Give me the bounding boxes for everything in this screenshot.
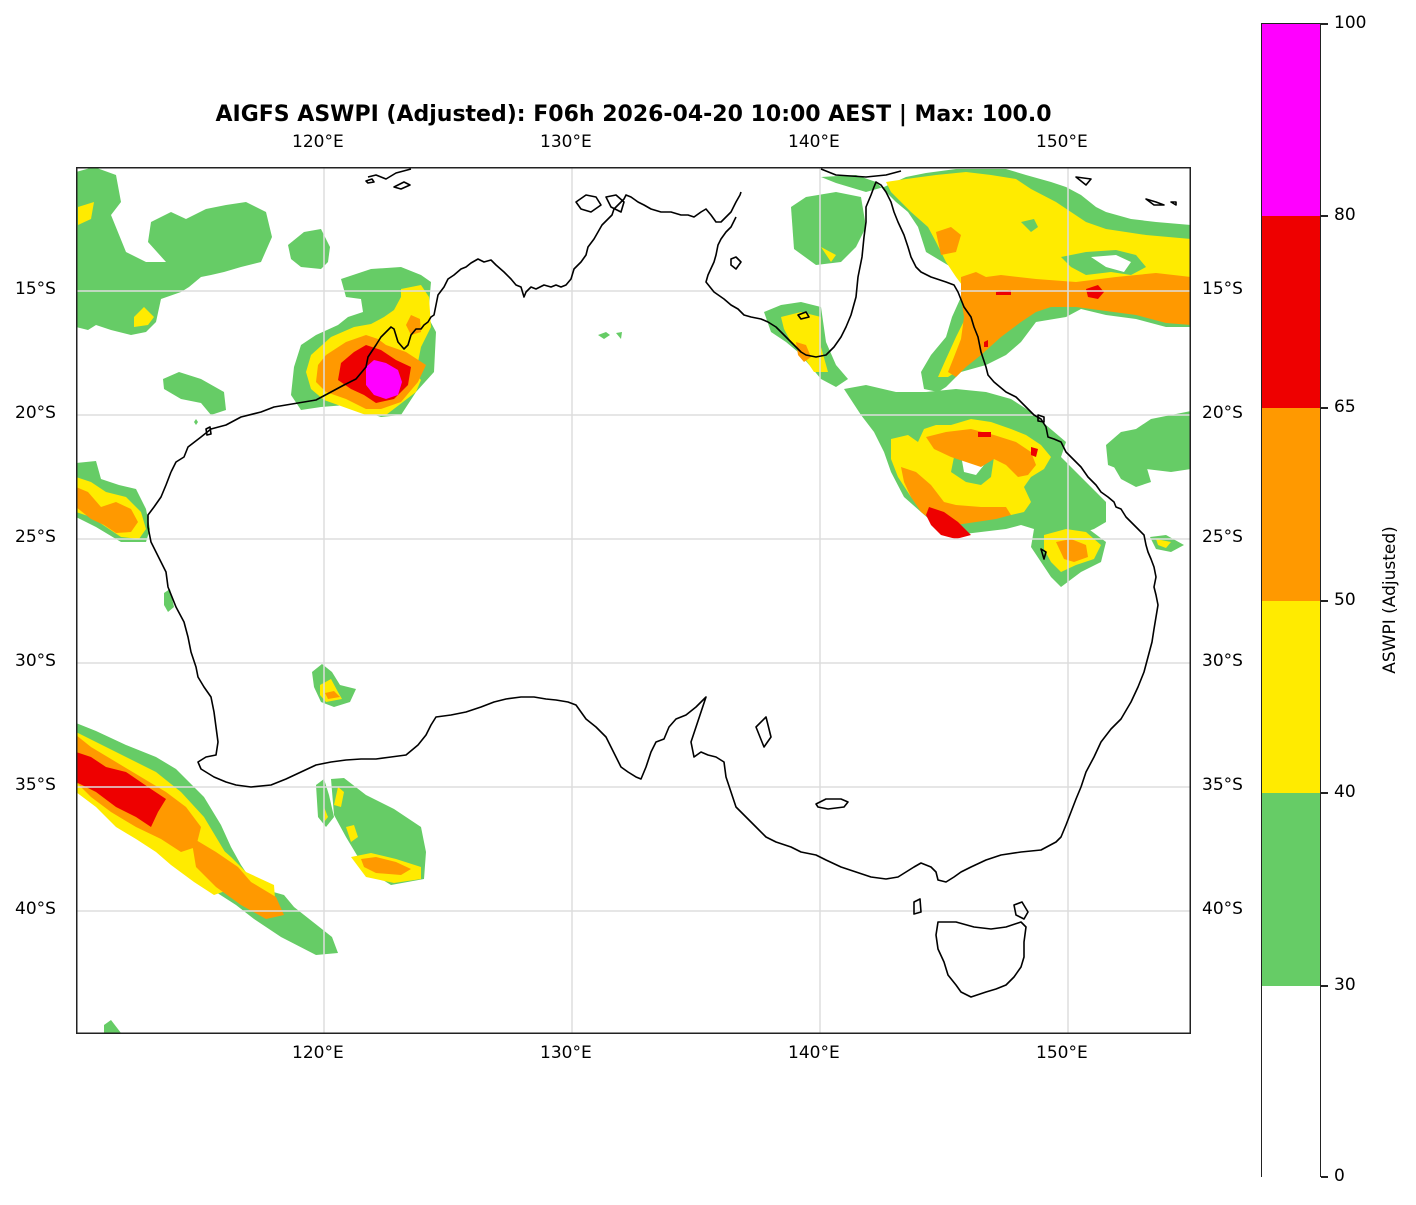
aswpi-field-coral-sea-east [1106,411,1191,472]
lat-tick-left-35: 35°S [15,775,56,795]
lat-tick-left-25: 25°S [15,527,56,547]
lon-tick-top-120: 120°E [292,132,344,152]
colorbar-tick [1321,1176,1328,1178]
lon-tick-bottom-120: 120°E [292,1043,344,1063]
lon-tick-top-140: 140°E [788,132,840,152]
aswpi-field-pilbara [291,267,436,417]
lat-tick-left-40: 40°S [15,899,56,919]
lon-tick-bottom-130: 130°E [540,1043,592,1063]
coastline-australia [147,168,1177,998]
aswpi-field-wa-inland [312,664,356,707]
aswpi-field-cape-york-coral-sea [791,169,1191,392]
colorbar-tick [1321,407,1328,409]
colorbar-tick [1321,23,1328,25]
colorbar-label-80: 80 [1334,205,1356,225]
lat-tick-right-20: 20°S [1202,403,1243,423]
lon-tick-top-150: 150°E [1036,132,1088,152]
lat-tick-right-35: 35°S [1202,775,1243,795]
colorbar-bin-65-80 [1262,216,1320,408]
lat-tick-left-20: 20°S [15,403,56,423]
colorbar-label-0: 0 [1334,1166,1345,1186]
lat-tick-right-15: 15°S [1202,279,1243,299]
colorbar-bin-50-65 [1262,408,1320,601]
lon-tick-bottom-150: 150°E [1036,1043,1088,1063]
colorbar-label-100: 100 [1334,13,1367,33]
colorbar-label-30: 30 [1334,975,1356,995]
lon-tick-bottom-140: 140°E [788,1043,840,1063]
map-plot [76,167,1191,1034]
aswpi-field-shark-bay [76,461,174,612]
map-title: AIGFS ASWPI (Adjusted): F06h 2026-04-20 … [215,102,1052,127]
colorbar-label-65: 65 [1334,397,1356,417]
colorbar-label-50: 50 [1334,590,1356,610]
colorbar-label-40: 40 [1334,782,1356,802]
colorbar-tick [1321,792,1328,794]
colorbar-bin-40-50 [1262,601,1320,793]
aswpi-field-southern-ocean [76,723,426,1033]
map-border [76,167,1191,1034]
lat-tick-right-25: 25°S [1202,527,1243,547]
colorbar-bin-30-40 [1262,793,1320,986]
colorbar-title: ASWPI (Adjusted) [1380,526,1400,674]
colorbar [1261,23,1321,1178]
graticule [76,167,1191,1034]
aswpi-field-nw-ocean [76,167,622,425]
lat-tick-left-30: 30°S [15,651,56,671]
lat-tick-left-15: 15°S [15,279,56,299]
colorbar-tick [1321,215,1328,217]
colorbar-bin-80-100 [1262,24,1320,216]
lon-tick-top-130: 130°E [540,132,592,152]
colorbar-tick [1321,985,1328,987]
lat-tick-right-30: 30°S [1202,651,1243,671]
colorbar-bin-0-30 [1262,986,1320,1178]
lat-tick-right-40: 40°S [1202,899,1243,919]
aswpi-field-central-qld [844,385,1184,587]
colorbar-tick [1321,600,1328,602]
